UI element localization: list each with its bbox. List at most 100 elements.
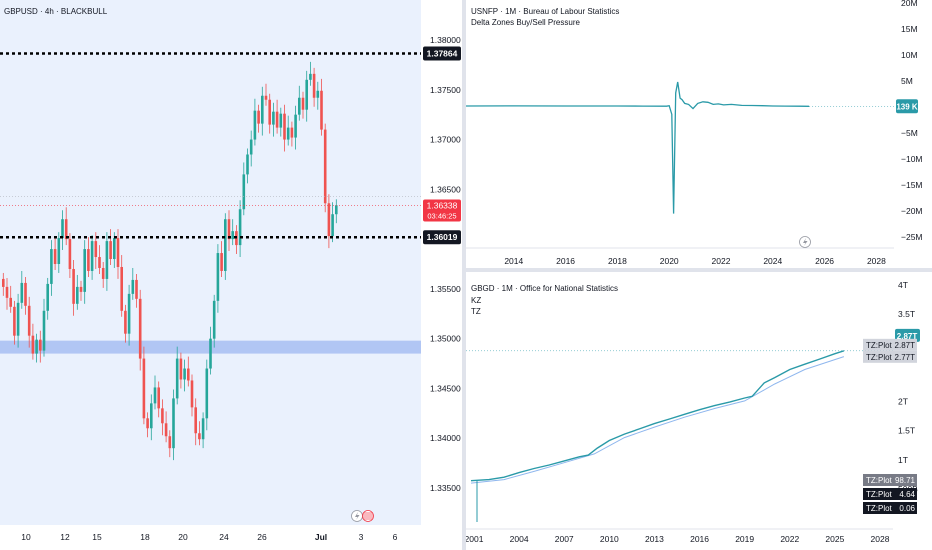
candle-body [253, 110, 257, 140]
candle-body [320, 90, 323, 130]
bar-countdown-label: 03:46:25 [427, 211, 456, 220]
level-price-label-bg [423, 46, 461, 61]
nfp-time-tick: 2026 [815, 256, 834, 266]
candle-body [201, 418, 205, 440]
candle-body [127, 293, 131, 334]
candle-body [209, 338, 212, 369]
nfp-chart[interactable]: 20M 15M 10M 5M −5M −10M −15M −20M −25M 2014 2016 20… [466, 0, 932, 268]
main-plot-background [0, 0, 421, 525]
gdp-last-value-label-bg [895, 328, 920, 342]
current-price-label-bg [423, 199, 461, 222]
gdp-time-tick: 2010 [600, 534, 619, 544]
candle-body [279, 113, 283, 128]
time-tick-label: Jul [315, 532, 327, 542]
candle-body [138, 298, 142, 359]
gdp-value-tick: 2T [898, 397, 908, 407]
candle-body [146, 418, 149, 429]
pane-divider-horizontal[interactable] [466, 268, 932, 272]
gdp-tz-series-line [470, 356, 845, 484]
main-price-axis [421, 0, 462, 550]
gdp-chart[interactable]: 4T3.5T3T2T1.5T1T500B20012004200720102013… [466, 272, 932, 550]
tz-plot-label-tag: TZ:Plot [866, 353, 893, 362]
candle-body [198, 433, 201, 440]
candle-body [39, 339, 42, 351]
tz-plot-label-bg [863, 474, 917, 486]
candle-body [231, 231, 234, 240]
tz-plot-label-value: 2.87T [895, 341, 916, 350]
nfp-time-tick: 2016 [556, 256, 575, 266]
candle-body [335, 205, 338, 215]
candle-body [31, 335, 35, 354]
candle-body [57, 238, 61, 264]
candle-body [172, 398, 175, 449]
candle-body [183, 368, 186, 380]
gdp-value-tick: 4T [898, 280, 908, 290]
gdp-legend-tz: TZ [471, 307, 481, 316]
level-price-label-bg [423, 230, 461, 245]
candle-body [87, 249, 90, 271]
main-chart[interactable]: 1.380001.375001.370001.365001.360001.355… [0, 0, 462, 550]
nfp-chart-pane[interactable]: 20M 15M 10M 5M −5M −10M −15M −20M −25M 2014 2016 20… [466, 0, 932, 268]
candle-body [212, 300, 216, 339]
level-price-label: 1.36019 [427, 232, 458, 242]
candle-body [194, 407, 197, 434]
time-tick-label: 3 [359, 532, 364, 542]
price-tick-label: 1.34500 [430, 383, 461, 393]
candle-body [227, 219, 231, 240]
candle-body [153, 387, 157, 404]
candle-body [294, 114, 297, 138]
candle-body [116, 238, 120, 267]
nfp-value-tick: 10M [901, 50, 918, 60]
candle-body [168, 436, 172, 449]
candle-body [42, 310, 46, 351]
candle-body [2, 278, 5, 287]
candle-body [53, 249, 57, 264]
gdp-time-tick: 2025 [825, 534, 844, 544]
gdp-chart-title: GBGD · 1M · Office for National Statisti… [471, 284, 619, 293]
level-price-label: 1.37864 [427, 49, 458, 59]
candle-body [205, 368, 209, 419]
gdp-kz-series-line [470, 350, 845, 482]
main-chart-pane[interactable]: 1.380001.375001.370001.365001.360001.355… [0, 0, 462, 550]
time-tick-label: 26 [257, 532, 267, 542]
price-tick-label: 1.35500 [430, 284, 461, 294]
candle-body [283, 113, 286, 140]
candle-body [79, 286, 83, 292]
candle-body [50, 249, 53, 284]
time-tick-label: 12 [60, 532, 70, 542]
candle-body [323, 129, 327, 204]
candle-body [27, 305, 31, 336]
tz-plot-label-value: 2.77T [895, 353, 916, 362]
candle-body [327, 203, 331, 237]
price-tick-label: 1.38000 [430, 35, 461, 45]
gdp-last-value-label: 2.87T [897, 332, 918, 341]
candle-body [312, 73, 316, 98]
current-price-label: 1.36338 [427, 200, 458, 210]
candle-body [98, 257, 101, 268]
candle-body [157, 387, 160, 409]
nfp-value-tick: 5M [901, 76, 913, 86]
price-tick-label: 1.36500 [430, 184, 461, 194]
nfp-indicator-name: Delta Zones Buy/Sell Pressure [471, 18, 580, 27]
candle-body [90, 241, 94, 271]
candle-body [249, 139, 253, 155]
gdp-time-tick: 2022 [780, 534, 799, 544]
candle-body [9, 297, 12, 307]
nfp-time-tick: 2018 [608, 256, 627, 266]
candle-body [257, 110, 260, 124]
candle-body [113, 238, 116, 260]
price-tick-label: 1.37500 [430, 85, 461, 95]
candle-body [220, 253, 223, 271]
nfp-time-tick: 2014 [504, 256, 523, 266]
nfp-time-tick: 2020 [660, 256, 679, 266]
nfp-last-value-label: 139 K [896, 102, 918, 111]
pane-divider-vertical[interactable] [462, 0, 466, 550]
candle-body [290, 127, 294, 138]
gdp-time-tick: 2007 [555, 534, 574, 544]
time-tick-label: 20 [178, 532, 188, 542]
gdp-time-tick: 2001 [466, 534, 484, 544]
gdp-chart-pane[interactable]: 4T3.5T3T2T1.5T1T500B20012004200720102013… [466, 272, 932, 550]
candle-body [268, 99, 271, 125]
tz-plot-label-bg [863, 502, 917, 514]
nfp-chart-title: USNFP · 1M · Bureau of Labour Statistics [471, 7, 620, 16]
